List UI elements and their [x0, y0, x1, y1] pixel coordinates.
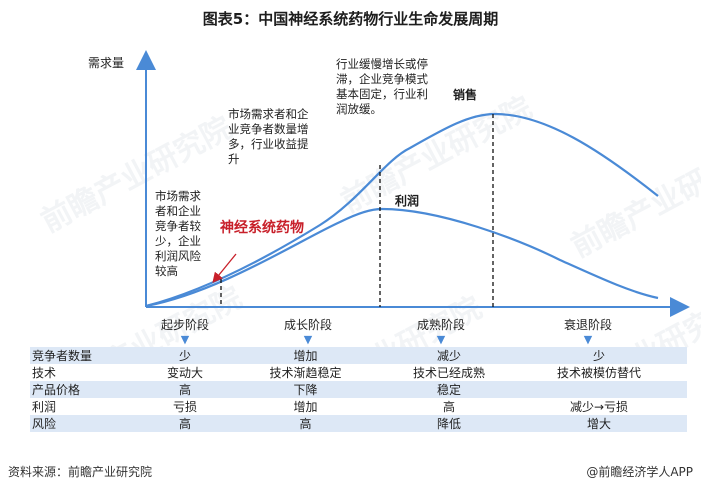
table-cell: 稳定: [387, 381, 511, 398]
table-cell: 技术渐趋稳定: [224, 364, 387, 381]
note-maturity: 行业缓慢增长或停 滞，企业竞争模式 基本固定，行业利 润放缓。: [336, 57, 428, 116]
table-row: 技术 变动大 技术渐趋稳定 技术已经成熟 技术被模仿替代: [30, 364, 687, 381]
down-arrow-icon: ▼: [303, 333, 313, 346]
table-row: 竞争者数量 少 增加 减少 少: [30, 347, 687, 364]
down-arrow-icon: ▼: [583, 333, 593, 346]
table-cell: 少: [511, 347, 687, 364]
table-cell: 下降: [224, 381, 387, 398]
table-row: 产品价格 高 下降 稳定: [30, 381, 687, 398]
profit-curve-label: 利润: [395, 194, 420, 208]
brand-note: @前瞻经济学人APP: [586, 465, 693, 479]
note-growth: 市场需求者和企 业竞争者数量增 多，行业收益提 升: [228, 107, 309, 166]
row-label: 利润: [30, 398, 146, 415]
sales-curve-label: 销售: [453, 88, 478, 102]
table-cell: 增加: [224, 347, 387, 364]
stage-label: 衰退阶段: [563, 318, 612, 332]
table-cell: 增大: [511, 415, 687, 432]
sales-curve: [145, 112, 659, 308]
y-axis-label: 需求量: [88, 56, 125, 70]
down-arrow-icon: ▼: [180, 333, 190, 346]
table-cell: 亏损: [146, 398, 224, 415]
table-cell: 变动大: [146, 364, 224, 381]
table-cell: 增加: [224, 398, 387, 415]
profit-curve: [145, 207, 659, 308]
table-cell: 高: [224, 415, 387, 432]
row-label: 风险: [30, 415, 146, 432]
row-label: 竞争者数量: [30, 347, 146, 364]
note-intro: 市场需求 者和企业 竞争者较 少，企业 利润风险 较高: [155, 189, 201, 278]
table-cell: 降低: [387, 415, 511, 432]
table-cell: [511, 381, 687, 398]
stage-label: 成长阶段: [283, 318, 332, 332]
source-note: 资料来源：前瞻产业研究院: [8, 465, 153, 479]
down-arrow-icon: ▼: [436, 333, 446, 346]
highlight-arrow: [212, 253, 237, 284]
stage-label: 起步阶段: [160, 318, 209, 332]
table-cell: 技术被模仿替代: [511, 364, 687, 381]
highlight-label: 神经系统药物: [220, 220, 304, 236]
table-cell: 技术已经成熟: [387, 364, 511, 381]
table-row: 利润 亏损 增加 高 减少→亏损: [30, 398, 687, 415]
chart-title: 图表5：中国神经系统药物行业生命发展周期: [202, 10, 499, 28]
table-cell: 高: [146, 381, 224, 398]
stage-matrix: 竞争者数量 少 增加 减少 少 技术 变动大 技术渐趋稳定 技术已经成熟 技术被…: [30, 347, 687, 432]
table-cell: 减少→亏损: [511, 398, 687, 415]
table-cell: 高: [146, 415, 224, 432]
stage-label: 成熟阶段: [416, 318, 465, 332]
table-cell: 少: [146, 347, 224, 364]
table-cell: 高: [387, 398, 511, 415]
table-row: 风险 高 高 降低 增大: [30, 415, 687, 432]
row-label: 产品价格: [30, 381, 146, 398]
row-label: 技术: [30, 364, 146, 381]
table-cell: 减少: [387, 347, 511, 364]
